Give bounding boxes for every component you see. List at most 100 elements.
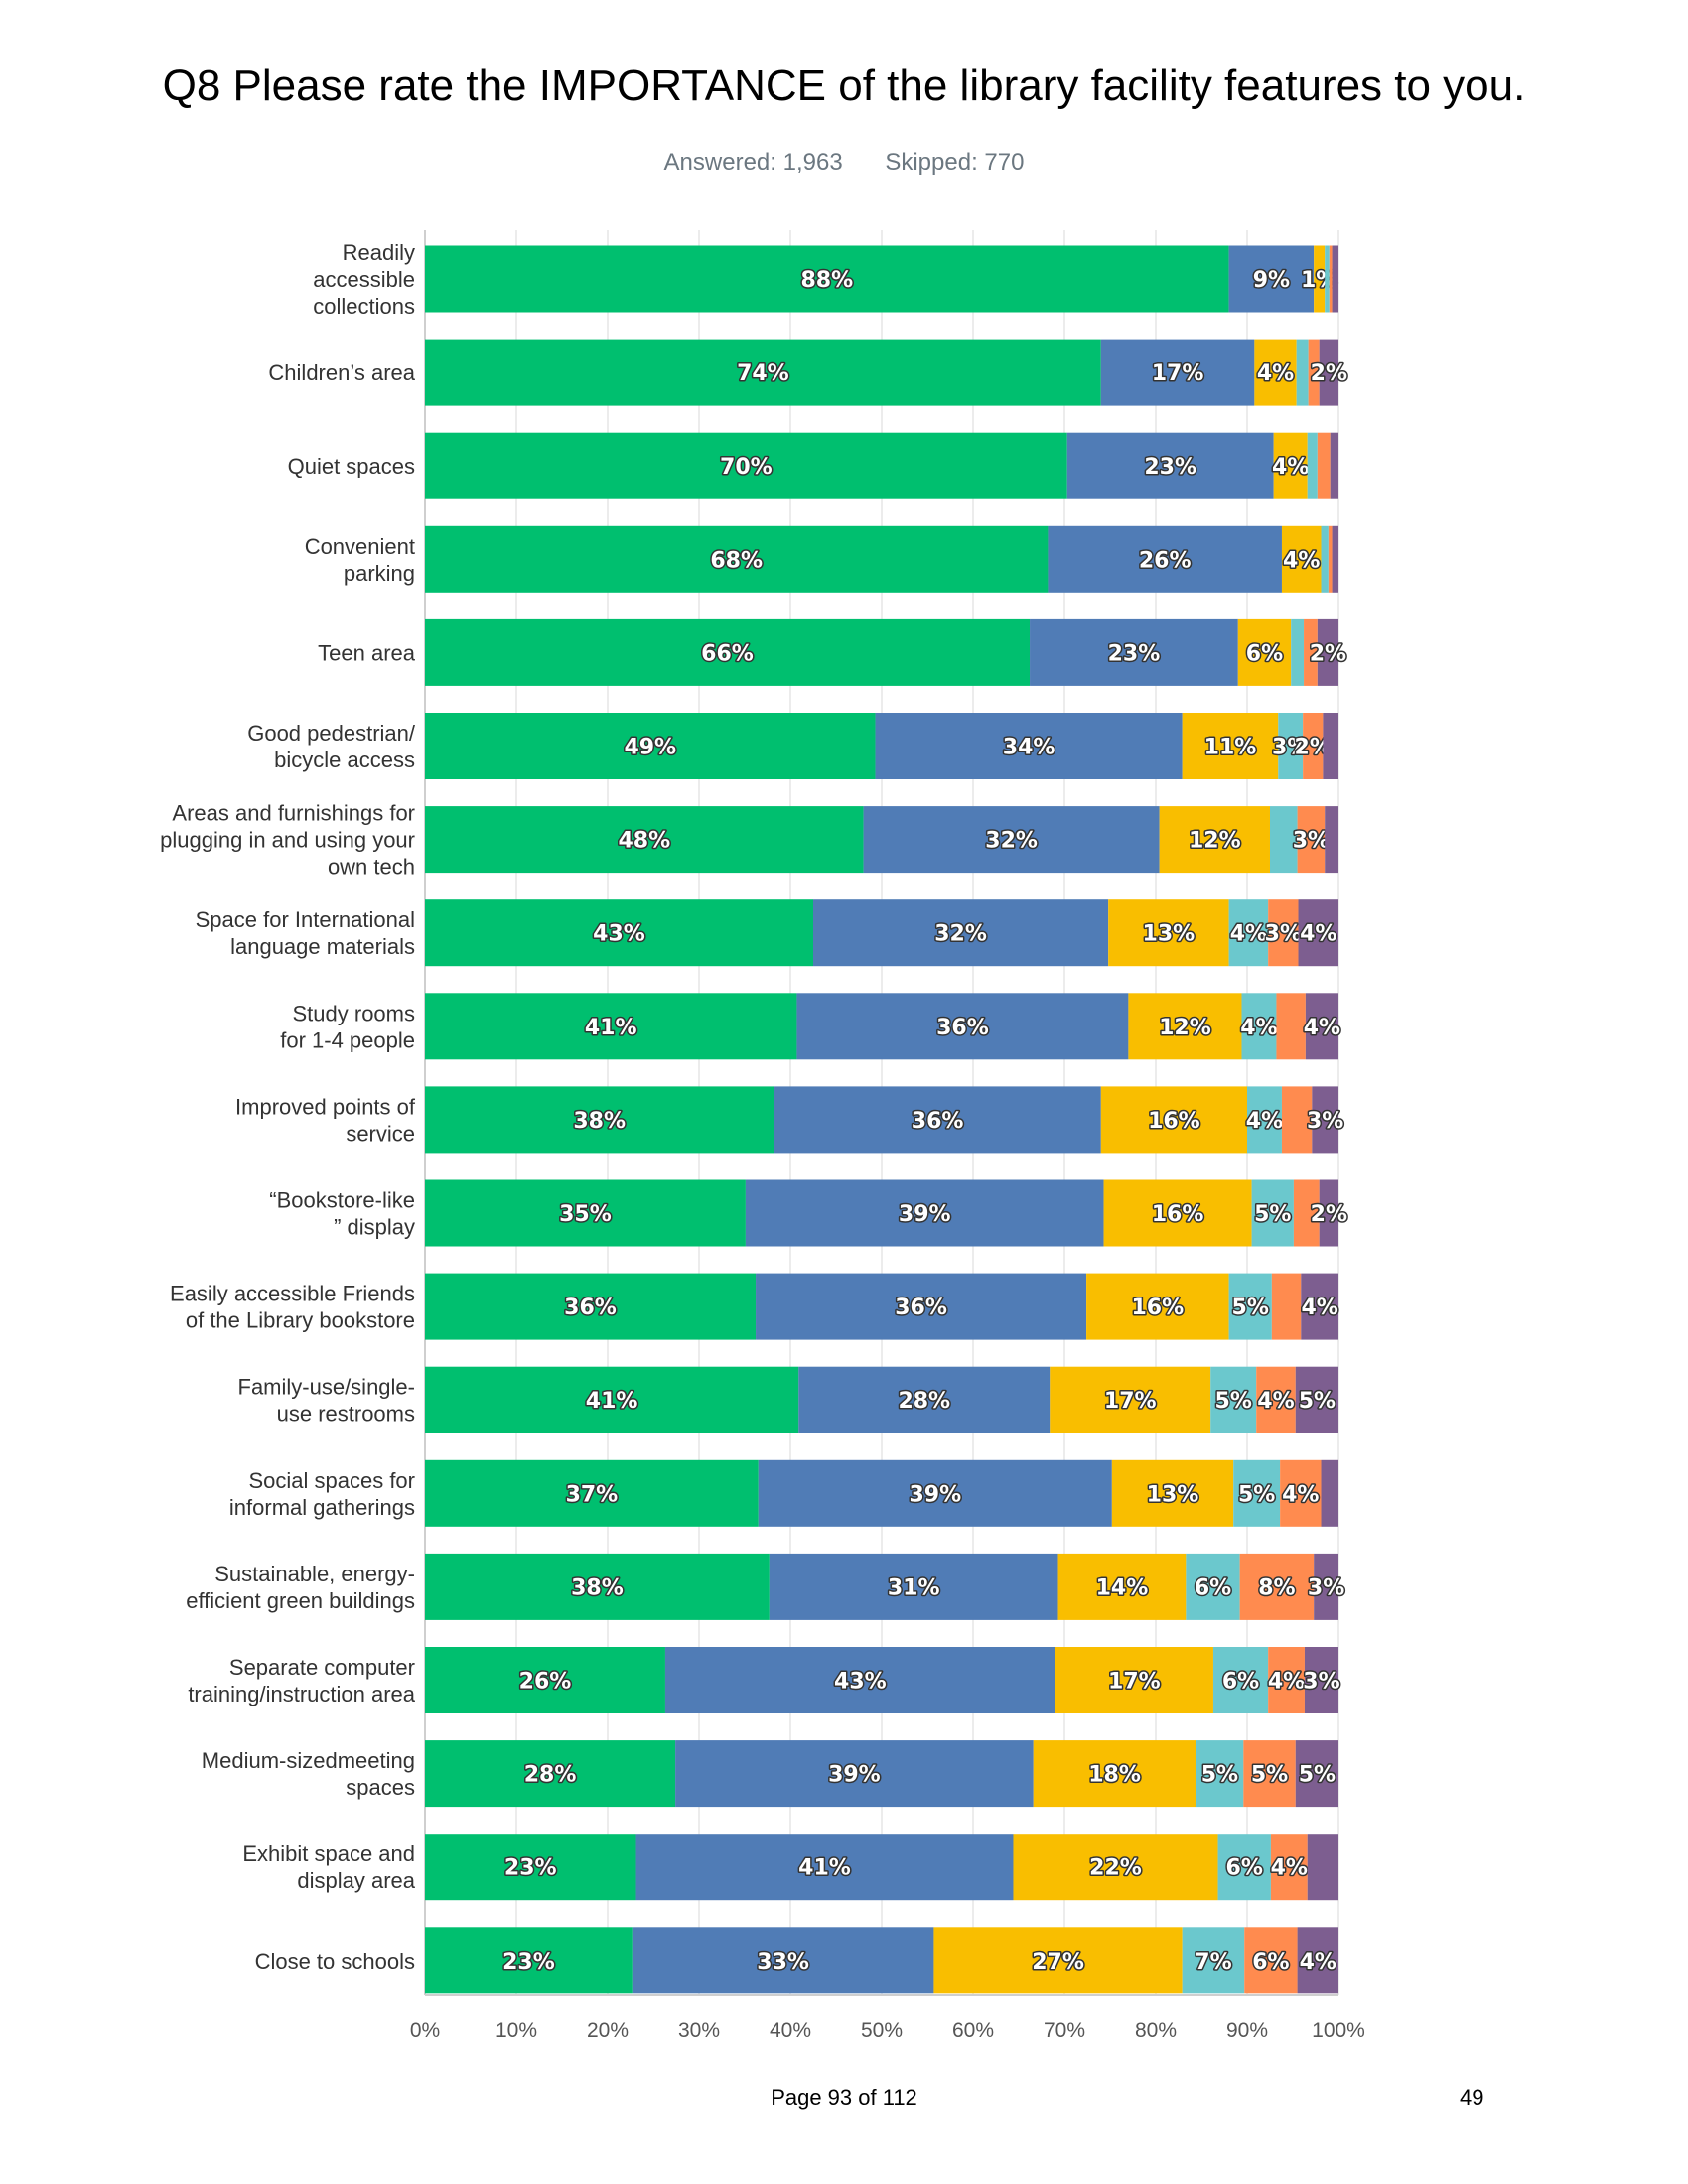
data-label: 5% [1215, 1389, 1252, 1414]
bar-segment [1329, 245, 1333, 313]
bar-segment [1307, 1834, 1338, 1901]
bar-segment [1182, 713, 1279, 779]
bar-segment [1298, 899, 1338, 967]
bar-segment [1308, 339, 1320, 406]
bar-segment [863, 806, 1160, 874]
data-label: 66% [701, 641, 754, 666]
bar-segment [1228, 899, 1269, 967]
bar-segment [1013, 1834, 1218, 1901]
stacked-bar-chart: 0% 10% 20% 30% 40% 50% 60% 70% 80% 90% 100%88% 9% 1%… [160, 230, 1365, 2042]
bar-segment [1314, 245, 1326, 313]
bar-segment [1325, 806, 1338, 874]
data-label: 17% [1108, 1670, 1161, 1695]
bar-segment [1293, 1179, 1320, 1247]
data-label: 13% [1147, 1482, 1199, 1507]
data-label: 2% [1311, 361, 1347, 386]
bar-segment [425, 899, 813, 967]
bar-segment [813, 899, 1109, 967]
data-label: 39% [828, 1763, 881, 1788]
bar-segment [425, 339, 1101, 406]
bar-segment [1247, 1086, 1282, 1154]
data-label: 4% [1282, 1482, 1319, 1507]
bar-segment [1186, 1553, 1240, 1620]
category-label: Separate computer training/instruction ar… [188, 1655, 415, 1706]
data-label: 4% [1271, 1856, 1308, 1881]
data-label: 4% [1301, 1296, 1337, 1320]
bar-segment [1281, 1086, 1313, 1154]
bar-segment [1270, 806, 1298, 874]
category-label: Study rooms for 1-4 people [280, 1001, 415, 1052]
data-label: 3% [1308, 1575, 1344, 1600]
bar-segment [1239, 1553, 1315, 1620]
bar-segment [1030, 618, 1238, 686]
bar-segment [425, 525, 1049, 593]
category-label: Space for International language material… [196, 907, 415, 959]
bar-segment [425, 806, 864, 874]
data-label: 4% [1230, 922, 1267, 947]
data-label: 5% [1254, 1202, 1291, 1227]
data-label: 16% [1148, 1109, 1200, 1134]
bar-segment [1307, 432, 1318, 499]
data-label: 43% [834, 1670, 887, 1695]
bar-segment [1268, 1647, 1305, 1713]
data-label: 3% [1293, 829, 1330, 854]
data-label: 3% [1307, 1109, 1343, 1134]
data-label: 27% [1032, 1950, 1084, 1975]
bar-segment [1243, 1740, 1296, 1808]
data-label: 32% [985, 829, 1038, 854]
bar-segment [745, 1179, 1104, 1247]
bar-segment [1111, 1459, 1234, 1527]
bar-segment [632, 1927, 934, 1994]
data-label: 34% [1003, 736, 1055, 760]
bar-segment [1295, 1740, 1338, 1808]
data-label: 3% [1265, 922, 1302, 947]
data-label: 88% [800, 268, 853, 293]
bar-segment [1280, 1459, 1322, 1527]
x-tick-label: 70% [1044, 2019, 1085, 2042]
data-label: 4% [1283, 548, 1320, 573]
category-label: “Bookstore-like” display [269, 1188, 415, 1240]
bar-segment [675, 1740, 1034, 1808]
bar-segment [1321, 1459, 1338, 1527]
data-label: 6% [1195, 1575, 1231, 1600]
bar-segment [1305, 993, 1338, 1060]
data-label: 36% [895, 1296, 947, 1320]
category-label: Close to schools [255, 1949, 415, 1974]
bar-segment [1297, 1927, 1338, 1994]
bar-segment [1233, 1459, 1281, 1527]
category-label: Social spaces for informal gatherings [229, 1468, 415, 1520]
bar-segment [1270, 1834, 1308, 1901]
data-label: 4% [1300, 922, 1336, 947]
data-label: 31% [888, 1575, 940, 1600]
category-label: Family-use/single-use restrooms [238, 1375, 416, 1427]
bar-segment [1237, 618, 1292, 686]
bar-segment [1212, 1647, 1269, 1713]
data-label: 38% [573, 1109, 626, 1134]
data-label: 13% [1143, 922, 1196, 947]
data-label: 36% [912, 1109, 964, 1134]
data-label: 12% [1159, 1016, 1211, 1040]
bar-segment [1328, 525, 1333, 593]
page-folio: 49 [1460, 2085, 1484, 2110]
data-label: 7% [1195, 1950, 1231, 1975]
data-label: 23% [504, 1856, 557, 1881]
bar-segment [1323, 713, 1338, 779]
bar-segment [425, 618, 1031, 686]
bar-segment [756, 1273, 1087, 1340]
bar-segment [933, 1927, 1183, 1994]
data-label: 4% [1240, 1016, 1277, 1040]
bar-segment [796, 993, 1129, 1060]
bar-segment [1128, 993, 1242, 1060]
bar-segment [1304, 1647, 1338, 1713]
x-tick-label: 10% [495, 2019, 537, 2042]
bar-segment [1321, 525, 1329, 593]
bar-segment [1278, 713, 1304, 779]
bar-segment [1100, 339, 1255, 406]
data-label: 5% [1299, 1763, 1336, 1788]
bar-segment [1319, 339, 1338, 406]
data-label: 41% [585, 1016, 637, 1040]
data-label: 70% [720, 455, 773, 479]
bar-segment [1196, 1740, 1244, 1808]
bar-segment [1244, 1927, 1298, 1994]
data-label: 49% [624, 736, 676, 760]
